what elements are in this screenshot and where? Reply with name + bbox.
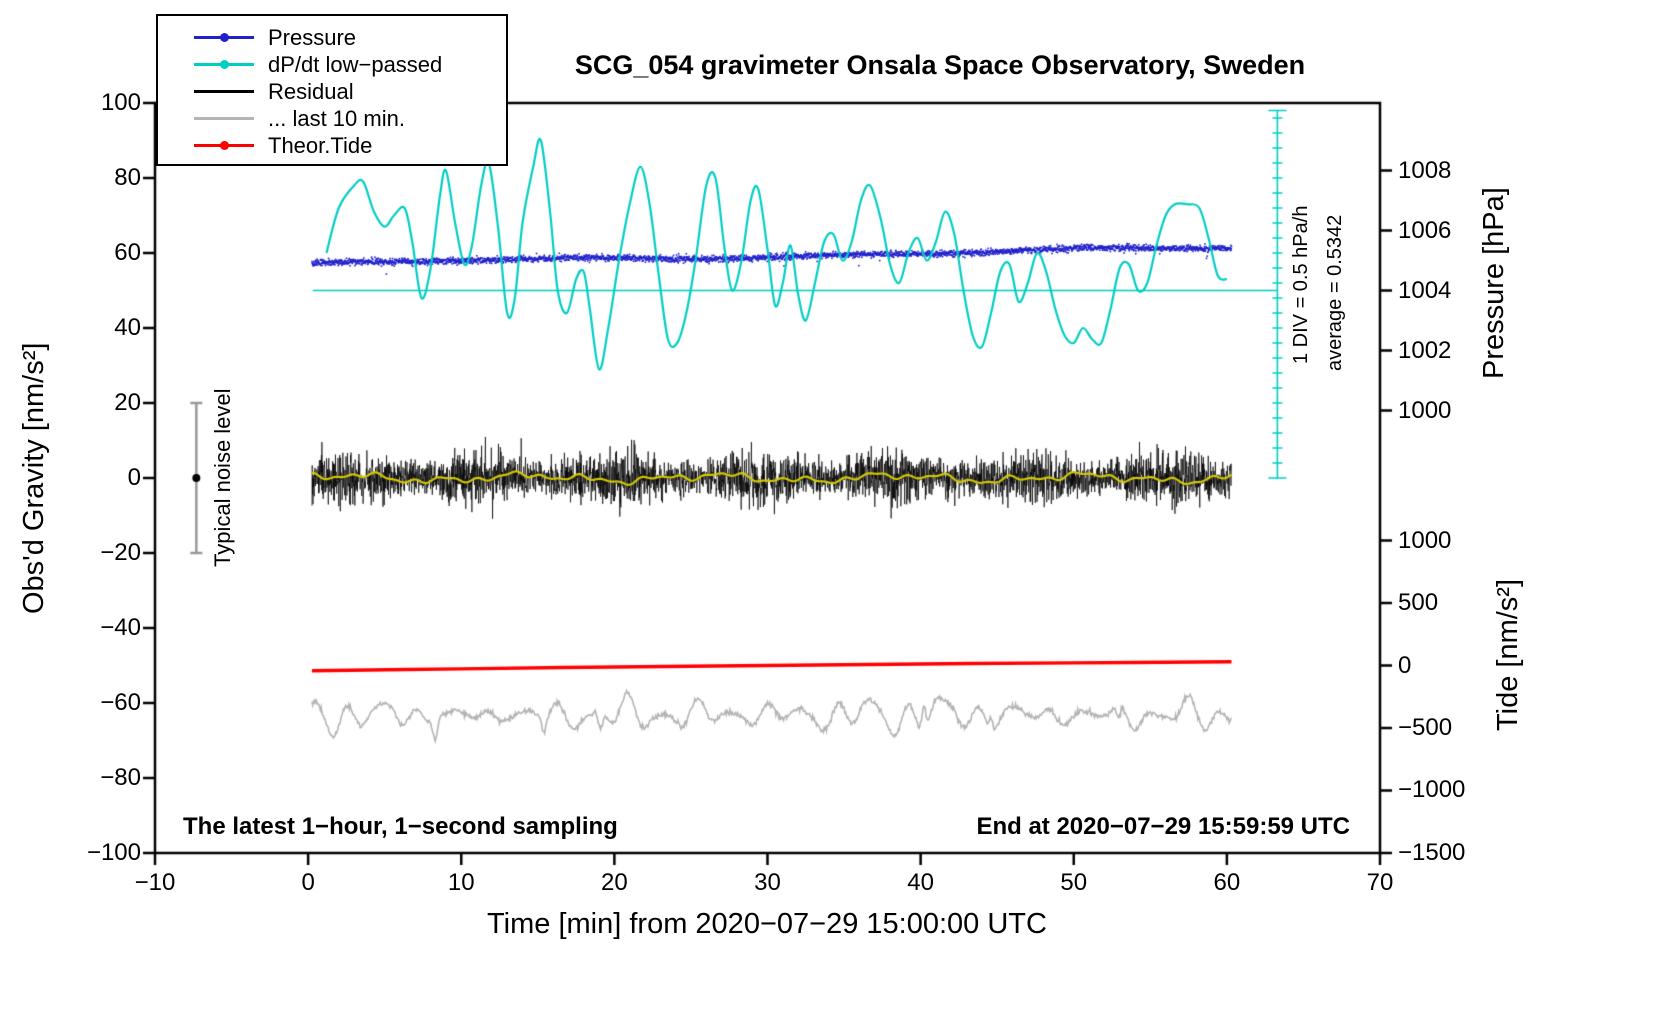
tick-label: −1500 bbox=[1398, 838, 1466, 866]
legend-line-sample bbox=[194, 33, 254, 42]
legend-line-sample bbox=[194, 114, 254, 123]
tick-label: 60 bbox=[114, 239, 141, 266]
legend-box: Pressure dP/dt low−passed Residual ... l… bbox=[156, 14, 508, 166]
tick-label: 20 bbox=[601, 869, 628, 896]
tick-label: 1000 bbox=[1398, 396, 1452, 424]
tick-label: 30 bbox=[754, 869, 781, 896]
legend-item-theor-tide: Theor.Tide bbox=[158, 132, 506, 159]
legend-label: dP/dt low−passed bbox=[268, 51, 443, 77]
legend-line-sample bbox=[194, 60, 254, 69]
tick-label: 0 bbox=[301, 869, 315, 896]
end-time-note: End at 2020−07−29 15:59:59 UTC bbox=[976, 813, 1350, 840]
tick-label: 1002 bbox=[1398, 336, 1452, 364]
tick-label: −20 bbox=[100, 539, 141, 566]
legend-item-last10min: ... last 10 min. bbox=[158, 105, 506, 132]
legend-item-residual: Residual bbox=[158, 78, 506, 105]
legend-label: Residual bbox=[268, 78, 354, 104]
tick-label: −60 bbox=[100, 689, 141, 716]
tick-label: −100 bbox=[86, 839, 141, 866]
tick-label: 1000 bbox=[1398, 526, 1452, 554]
tick-label: 40 bbox=[907, 869, 934, 896]
x-axis-label: Time [min] from 2020−07−29 15:00:00 UTC bbox=[487, 908, 1047, 940]
legend-line-sample bbox=[194, 87, 254, 96]
tick-label: 50 bbox=[1060, 869, 1088, 896]
tick-label: 70 bbox=[1366, 869, 1394, 896]
tick-label: 1006 bbox=[1398, 216, 1452, 244]
tick-label: 40 bbox=[114, 314, 141, 341]
average-note: average = 0.5342 bbox=[1324, 214, 1346, 372]
tick-label: −1000 bbox=[1398, 776, 1466, 804]
tick-label: 1008 bbox=[1398, 156, 1452, 184]
legend-label: Theor.Tide bbox=[268, 132, 373, 158]
tick-label: 0 bbox=[1398, 651, 1412, 679]
tick-label: 0 bbox=[127, 464, 141, 491]
legend-line-sample bbox=[194, 141, 254, 150]
chart-title: SCG_054 gravimeter Onsala Space Observat… bbox=[574, 50, 1306, 80]
tick-label: −500 bbox=[1398, 713, 1453, 741]
legend-item-dpdt: dP/dt low−passed bbox=[158, 51, 506, 78]
tick-label: 20 bbox=[114, 389, 141, 416]
legend-marker-dot bbox=[220, 141, 229, 150]
tick-label: 60 bbox=[1213, 869, 1241, 896]
tick-label: 100 bbox=[100, 89, 141, 116]
div-scale-note: 1 DIV = 0.5 hPa/h bbox=[1290, 205, 1312, 365]
legend-marker-dot bbox=[220, 60, 229, 69]
tick-label: 80 bbox=[114, 164, 141, 191]
tick-label: −40 bbox=[100, 614, 141, 641]
tick-label: 10 bbox=[447, 869, 475, 896]
tick-label: 1004 bbox=[1398, 276, 1452, 304]
legend-label: Pressure bbox=[268, 24, 357, 50]
tick-label: 500 bbox=[1398, 589, 1439, 616]
legend-item-pressure: Pressure bbox=[158, 24, 506, 51]
tick-label: −80 bbox=[100, 764, 141, 791]
sampling-note: The latest 1−hour, 1−second sampling bbox=[183, 813, 618, 840]
tick-label: −10 bbox=[134, 869, 176, 896]
legend-marker-dot bbox=[220, 33, 229, 42]
typical-noise-level-label: Typical noise level bbox=[210, 388, 235, 568]
legend-label: ... last 10 min. bbox=[268, 105, 405, 131]
